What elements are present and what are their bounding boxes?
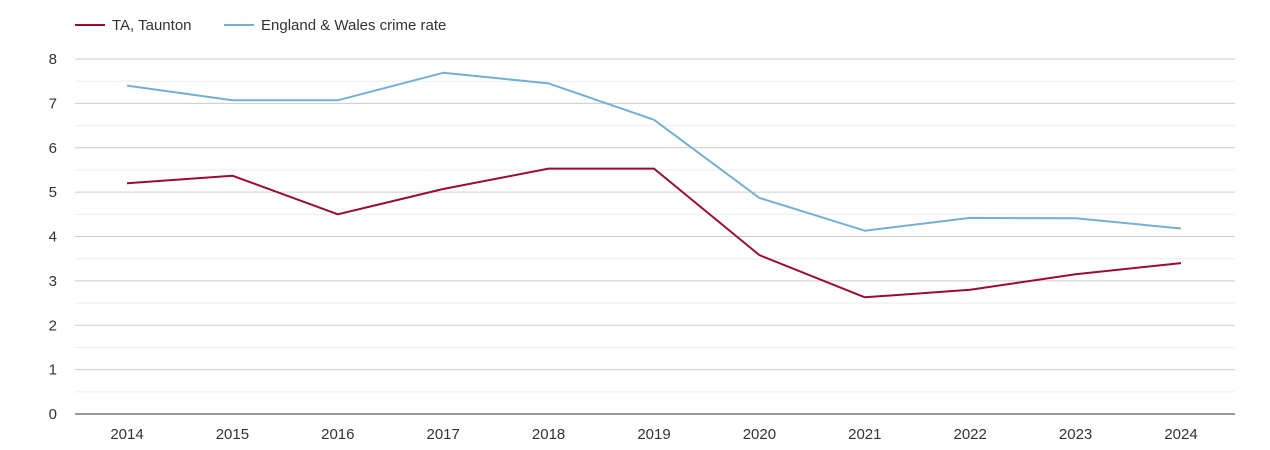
- y-tick-label: 3: [49, 273, 57, 290]
- series-lines: [126, 71, 1182, 299]
- series-line-taunton: [126, 167, 1182, 299]
- series-line-england-wales: [126, 71, 1182, 232]
- y-axis: 0 1 2 3 4 5 6 7 8: [49, 51, 57, 423]
- y-tick-label: 5: [49, 184, 57, 201]
- y-tick-label: 2: [49, 317, 57, 334]
- y-tick-label: 1: [49, 362, 57, 379]
- y-tick-label: 8: [49, 51, 57, 68]
- x-axis: 2014 2015 2016 2017 2018 2019 2020 2021 2022 2023…: [110, 426, 1197, 443]
- y-tick-label: 4: [49, 229, 57, 246]
- x-tick-label: 2016: [321, 426, 354, 443]
- legend: TA, Taunton England & Wales crime rate: [75, 17, 446, 34]
- legend-label-taunton: TA, Taunton: [112, 17, 192, 34]
- gridlines: [75, 58, 1235, 415]
- x-tick-label: 2015: [216, 426, 249, 443]
- x-tick-label: 2023: [1059, 426, 1092, 443]
- legend-label-england-wales: England & Wales crime rate: [261, 17, 446, 34]
- x-tick-label: 2022: [954, 426, 987, 443]
- y-tick-label: 0: [49, 406, 57, 423]
- y-tick-label: 7: [49, 95, 57, 112]
- x-tick-label: 2018: [532, 426, 565, 443]
- x-tick-label: 2017: [427, 426, 460, 443]
- x-tick-label: 2014: [110, 426, 143, 443]
- x-tick-label: 2021: [848, 426, 881, 443]
- x-tick-label: 2020: [743, 426, 776, 443]
- x-tick-label: 2024: [1164, 426, 1197, 443]
- y-tick-label: 6: [49, 140, 57, 157]
- x-tick-label: 2019: [637, 426, 670, 443]
